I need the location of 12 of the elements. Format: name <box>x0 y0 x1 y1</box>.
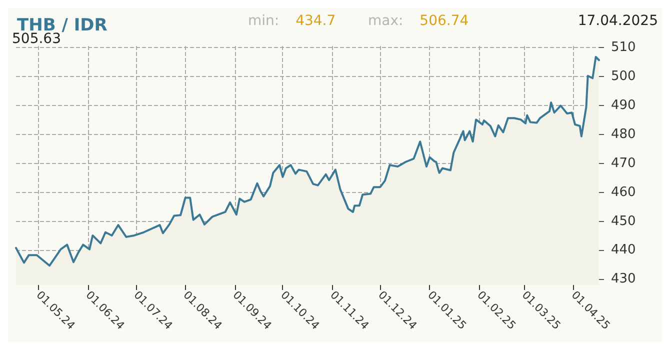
y-tick-label: 470 <box>611 156 636 171</box>
text: max: 506.74 <box>368 13 469 29</box>
y-tick-label: 510 <box>611 40 636 55</box>
y-tick-label: 440 <box>611 242 636 258</box>
y-tick-label: 450 <box>611 214 636 229</box>
text: min: 434.7 <box>248 13 336 29</box>
y-tick-label: 500 <box>611 68 636 84</box>
y-tick-label: 480 <box>611 126 636 142</box>
y-tick-label: 460 <box>611 184 636 200</box>
y-tick-label: 490 <box>611 98 636 113</box>
y-tick-label: 430 <box>611 272 636 287</box>
text: 17.04.2025 <box>578 13 658 29</box>
